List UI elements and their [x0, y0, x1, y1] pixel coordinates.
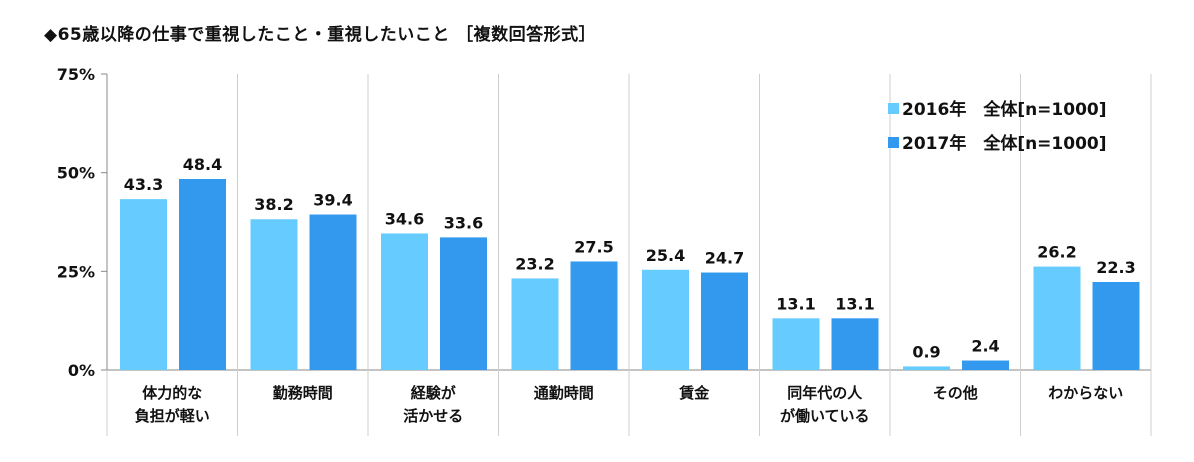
- legend-swatch-2017: [888, 137, 899, 148]
- data-label: 2.4: [971, 337, 999, 356]
- axes: 0% 25% 50% 75%: [57, 65, 1152, 436]
- x-tick-label: 同年代の人が働いている: [780, 384, 870, 425]
- data-label: 26.2: [1037, 243, 1076, 262]
- data-label: 25.4: [646, 246, 685, 265]
- bars: [120, 178, 1140, 370]
- x-tick-label: 体力的な負担が軽い: [135, 384, 210, 425]
- bar-series-2: [1092, 281, 1140, 370]
- data-label: 13.1: [835, 294, 874, 313]
- x-tick-label-line: 同年代の人: [787, 384, 863, 402]
- legend-label-2016: 2016年 全体[n=1000]: [902, 100, 1107, 120]
- y-tick-label: 75%: [57, 65, 95, 84]
- bar-series-2: [309, 214, 357, 370]
- data-label: 22.3: [1096, 258, 1135, 277]
- data-label: 34.6: [385, 209, 424, 228]
- bar-series-2: [570, 261, 618, 370]
- bar-series-1: [120, 199, 167, 370]
- data-label: 13.1: [776, 294, 815, 313]
- x-tick-label-line: わからない: [1048, 384, 1123, 402]
- x-tick-label: 賃金: [678, 384, 710, 402]
- bar-series-1: [1033, 266, 1081, 370]
- x-tick-label-line: 経験が: [411, 384, 457, 402]
- bar-series-1: [903, 366, 950, 370]
- data-label: 27.5: [574, 237, 613, 256]
- bar-series-2: [701, 272, 748, 370]
- data-label: 33.6: [444, 213, 483, 232]
- data-label: 48.4: [183, 155, 222, 174]
- x-tick-label-line: その他: [933, 384, 978, 402]
- y-tick-label: 25%: [57, 262, 95, 281]
- data-label: 39.4: [313, 191, 352, 210]
- bar-series-2: [962, 360, 1009, 370]
- labels: 体力的な負担が軽い 勤務時間 経験が活かせる 通勤時間 賃金 同年代の人が働いている その他…: [124, 155, 1136, 425]
- data-label: 0.9: [912, 342, 940, 361]
- x-tick-label-line: 負担が軽い: [135, 407, 210, 425]
- data-label: 38.2: [254, 195, 293, 214]
- y-tick-label: 50%: [57, 164, 95, 183]
- x-tick-label: その他: [933, 384, 978, 402]
- bar-series-1: [772, 318, 820, 370]
- x-tick-label-line: 勤務時間: [273, 384, 333, 402]
- legend-item-2016: 2016年 全体[n=1000]: [888, 95, 1107, 120]
- bar-series-1: [642, 269, 689, 370]
- bar-series-1: [250, 219, 298, 370]
- y-tick-label: 0%: [68, 361, 95, 380]
- x-tick-label-line: 賃金: [678, 384, 710, 402]
- bar-series-2: [179, 178, 226, 370]
- data-label: 24.7: [705, 249, 744, 268]
- bar-series-1: [381, 233, 428, 370]
- data-label: 43.3: [124, 175, 163, 194]
- x-tick-label-line: 通勤時間: [534, 384, 594, 402]
- bar-series-1: [511, 278, 559, 370]
- chart-title: ◆65歳以降の仕事で重視したこと・重視したいこと ［複数回答形式］: [44, 25, 597, 45]
- legend-swatch-2016: [888, 103, 899, 114]
- legend-label-2017: 2017年 全体[n=1000]: [902, 134, 1107, 154]
- bar-series-2: [831, 318, 879, 370]
- data-label: 23.2: [515, 254, 554, 273]
- bar-series-2: [440, 237, 487, 370]
- x-tick-label-line: 活かせる: [403, 407, 463, 425]
- x-tick-label: 通勤時間: [534, 384, 594, 402]
- x-tick-label: 経験が活かせる: [403, 384, 463, 425]
- x-tick-label: わからない: [1048, 384, 1123, 402]
- x-tick-label: 勤務時間: [273, 384, 333, 402]
- legend-item-2017: 2017年 全体[n=1000]: [888, 129, 1107, 154]
- x-tick-label-line: が働いている: [780, 407, 870, 425]
- x-tick-label-line: 体力的な: [142, 384, 202, 402]
